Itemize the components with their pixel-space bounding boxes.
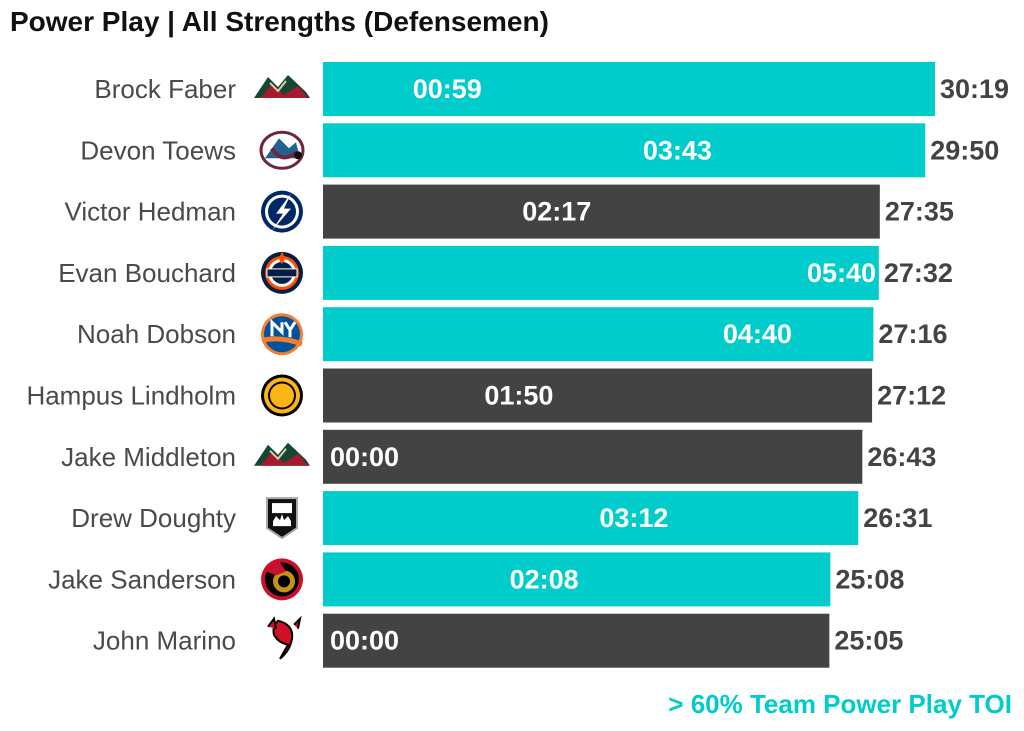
player-name-label: Jake Sanderson <box>48 564 236 594</box>
los-angeles-kings-logo-icon <box>266 497 298 540</box>
power-play-label: 03:12 <box>599 503 668 533</box>
bar-6 <box>323 429 863 484</box>
power-play-label: 00:00 <box>330 626 399 656</box>
power-play-label: 00:59 <box>413 74 482 104</box>
bar-0 <box>323 62 935 116</box>
power-play-label: 00:00 <box>330 442 399 472</box>
total-toi-label: 29:50 <box>930 135 999 165</box>
total-toi-label: 27:35 <box>885 197 954 227</box>
power-play-label: 02:08 <box>510 564 579 594</box>
player-name-label: Devon Toews <box>80 135 236 165</box>
total-toi-label: 27:32 <box>884 258 953 288</box>
total-toi-label: 25:05 <box>834 626 903 656</box>
player-name-label: Evan Bouchard <box>58 258 236 288</box>
total-toi-label: 26:43 <box>867 442 936 472</box>
player-name-label: Brock Faber <box>94 74 236 104</box>
bar-9 <box>323 613 830 668</box>
edmonton-oilers-logo-icon <box>261 251 303 294</box>
new-york-islanders-logo-icon <box>261 313 303 356</box>
total-toi-label: 25:08 <box>835 564 904 594</box>
bar-7 <box>323 491 859 546</box>
colorado-avalanche-logo-icon <box>259 130 305 170</box>
bar-4 <box>323 307 874 362</box>
new-jersey-devils-logo-icon <box>261 615 303 662</box>
boston-bruins-logo-icon <box>261 374 303 417</box>
total-toi-label: 30:19 <box>940 74 1009 104</box>
minnesota-wild-logo-icon <box>254 442 310 466</box>
total-toi-label: 27:12 <box>877 381 946 411</box>
bar-5 <box>323 368 873 423</box>
player-name-label: Drew Doughty <box>71 503 236 533</box>
chart-title: Power Play | All Strengths (Defensemen) <box>10 6 549 37</box>
player-name-label: Noah Dobson <box>77 319 236 349</box>
bar-8 <box>323 552 831 607</box>
power-play-label: 03:43 <box>643 135 712 165</box>
power-play-label: 01:50 <box>484 381 553 411</box>
minnesota-wild-logo-icon <box>254 75 310 98</box>
team-logos-layer <box>254 75 310 662</box>
tampa-bay-lightning-logo-icon <box>261 190 303 233</box>
ottawa-senators-logo-icon <box>261 558 303 601</box>
player-name-label: John Marino <box>93 626 236 656</box>
player-name-label: Jake Middleton <box>61 442 236 472</box>
legend-note: > 60% Team Power Play TOI <box>668 689 1012 719</box>
total-toi-label: 26:31 <box>863 503 932 533</box>
power-play-label: 02:17 <box>522 197 591 227</box>
player-name-label: Hampus Lindholm <box>26 381 236 411</box>
bars-layer <box>323 62 935 668</box>
bar-2 <box>323 184 880 239</box>
power-play-label: 04:40 <box>723 319 792 349</box>
total-toi-label: 27:16 <box>878 319 947 349</box>
player-name-label: Victor Hedman <box>65 197 237 227</box>
bar-1 <box>323 123 926 178</box>
power-play-label: 05:40 <box>807 258 876 288</box>
labels-layer: 00:59 30:19 Brock Faber 03:43 29:50 Devon Toe… <box>26 74 1009 656</box>
bar-3 <box>323 245 879 300</box>
